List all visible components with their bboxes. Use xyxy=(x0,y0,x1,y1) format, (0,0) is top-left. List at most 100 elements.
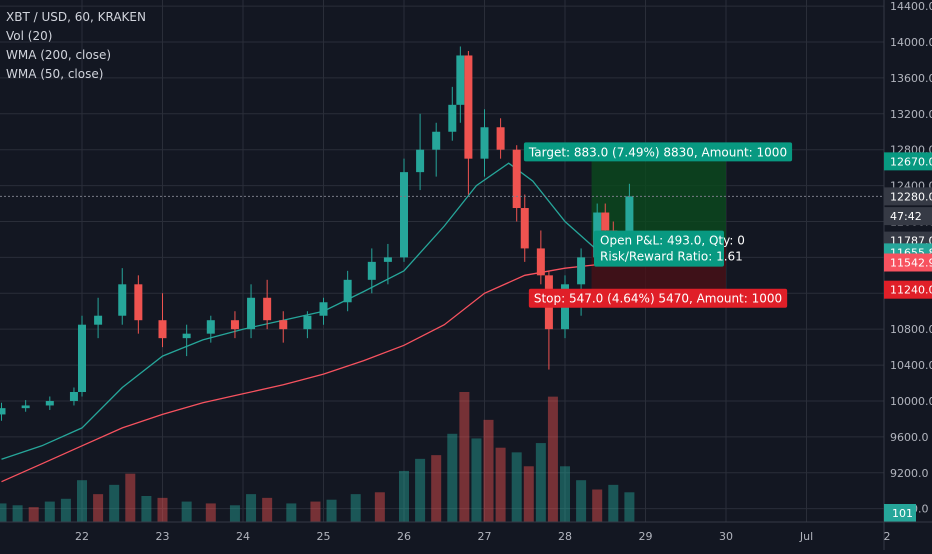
volume-bar xyxy=(471,438,482,522)
y-tick-label: 9600.0 xyxy=(890,431,929,444)
candle-body xyxy=(480,127,489,159)
price-tag xyxy=(884,280,932,299)
candle-body xyxy=(118,284,127,316)
volume-bar xyxy=(44,501,55,522)
candle-body xyxy=(601,212,610,231)
volume-bar xyxy=(93,494,104,522)
target-label-bg xyxy=(523,142,793,162)
x-tick-label: 23 xyxy=(156,530,170,543)
chart-legend: XBT / USD, 60, KRAKEN Vol (20) WMA (200,… xyxy=(6,8,146,84)
stop-label-bg xyxy=(528,288,788,308)
volume-bar xyxy=(350,494,361,522)
volume-bar xyxy=(374,492,385,522)
x-tick-label: 28 xyxy=(558,530,572,543)
candle-body xyxy=(0,408,6,415)
volume-bar xyxy=(157,497,168,522)
volume-bar xyxy=(592,489,603,522)
pnl-box xyxy=(594,230,724,267)
x-tick-label: 22 xyxy=(75,530,89,543)
volume-bar xyxy=(28,507,39,522)
volume-bar xyxy=(326,499,337,522)
volume-bar xyxy=(560,466,570,522)
volume-tag xyxy=(884,504,916,522)
series-line-wma-50 xyxy=(1,162,630,460)
volume-bar xyxy=(246,494,257,522)
volume-bar xyxy=(77,480,87,522)
volume-bar xyxy=(141,496,152,522)
y-tick-label: 13600.0 xyxy=(890,72,932,85)
price-tag xyxy=(884,187,932,206)
pnl-label: Open P&L: 493.0, Qty: 0 xyxy=(600,234,745,248)
volume-tag-label: 101 xyxy=(892,507,913,520)
candle-body xyxy=(158,320,167,339)
volume-bar xyxy=(286,503,297,522)
x-tick-label: 2 xyxy=(884,530,891,543)
candle-body xyxy=(416,149,425,173)
candle-body xyxy=(94,315,103,325)
volume-bar xyxy=(459,392,470,522)
candle-body xyxy=(319,302,328,316)
candle-body xyxy=(134,284,143,321)
y-tick-label: 10000.0 xyxy=(890,395,932,408)
volume-bar xyxy=(310,501,321,522)
y-tick-label: 14000.0 xyxy=(890,36,932,49)
price-tag-label: 12670.0 xyxy=(890,155,932,168)
candle-body xyxy=(383,257,392,262)
volume-bar xyxy=(624,492,635,522)
price-tag xyxy=(884,152,932,171)
price-tag-label: 11542.9 xyxy=(890,257,932,270)
candle-body xyxy=(247,297,256,330)
candle-body xyxy=(182,333,191,339)
risk-reward-label: Risk/Reward Ratio: 1.61 xyxy=(600,250,743,264)
stop-label: Stop: 547.0 (4.64%) 5470, Amount: 1000 xyxy=(534,292,782,306)
candle-body xyxy=(263,297,272,321)
volume-bar xyxy=(431,455,442,522)
x-tick-label: 24 xyxy=(236,530,250,543)
candle-body xyxy=(45,400,54,406)
candle-body xyxy=(69,392,78,401)
price-tag-label: 11240.0 xyxy=(890,284,932,297)
x-tick-label: Jul xyxy=(799,530,813,543)
volume-bar xyxy=(415,458,426,522)
volume-bar xyxy=(262,497,273,522)
y-axis-panel xyxy=(884,0,932,550)
candle-body xyxy=(367,261,376,280)
indicator-label-wma-50: WMA (50, close) xyxy=(6,67,104,81)
candle-body xyxy=(78,324,86,392)
volume-bar xyxy=(109,484,120,522)
volume-bar xyxy=(535,443,546,522)
volume-bar xyxy=(0,503,7,522)
price-tag-label: 12280.0 xyxy=(890,190,932,203)
candle-body xyxy=(303,315,312,330)
y-tick-label: 9200.0 xyxy=(890,467,929,480)
x-tick-label: 25 xyxy=(317,530,331,543)
candle-body xyxy=(230,320,239,330)
candle-body xyxy=(343,279,352,303)
indicator-label-volume: Vol (20) xyxy=(6,29,53,43)
x-tick-label: 27 xyxy=(478,530,492,543)
volume-bar xyxy=(399,470,409,522)
candle-body xyxy=(400,172,408,258)
candle-body xyxy=(456,55,465,105)
volume-bar xyxy=(60,498,71,522)
volume-bar xyxy=(523,466,534,522)
volume-bar xyxy=(205,503,216,522)
x-tick-label: 29 xyxy=(639,530,653,543)
candle-body xyxy=(448,104,457,132)
volume-bar xyxy=(576,480,587,522)
volume-bar xyxy=(511,452,522,522)
volume-bar xyxy=(181,501,192,522)
volume-bar xyxy=(229,505,240,522)
chart-title: XBT / USD, 60, KRAKEN xyxy=(6,10,146,24)
price-tag xyxy=(884,207,932,226)
x-tick-label: 30 xyxy=(719,530,733,543)
candle-body xyxy=(512,149,521,209)
indicator-label-wma-200: WMA (200, close) xyxy=(6,48,112,62)
volume-bar xyxy=(447,433,458,522)
volume-bar xyxy=(483,419,494,522)
x-tick-label: 26 xyxy=(397,530,411,543)
target-zone xyxy=(591,161,726,241)
candle-body xyxy=(577,257,586,285)
